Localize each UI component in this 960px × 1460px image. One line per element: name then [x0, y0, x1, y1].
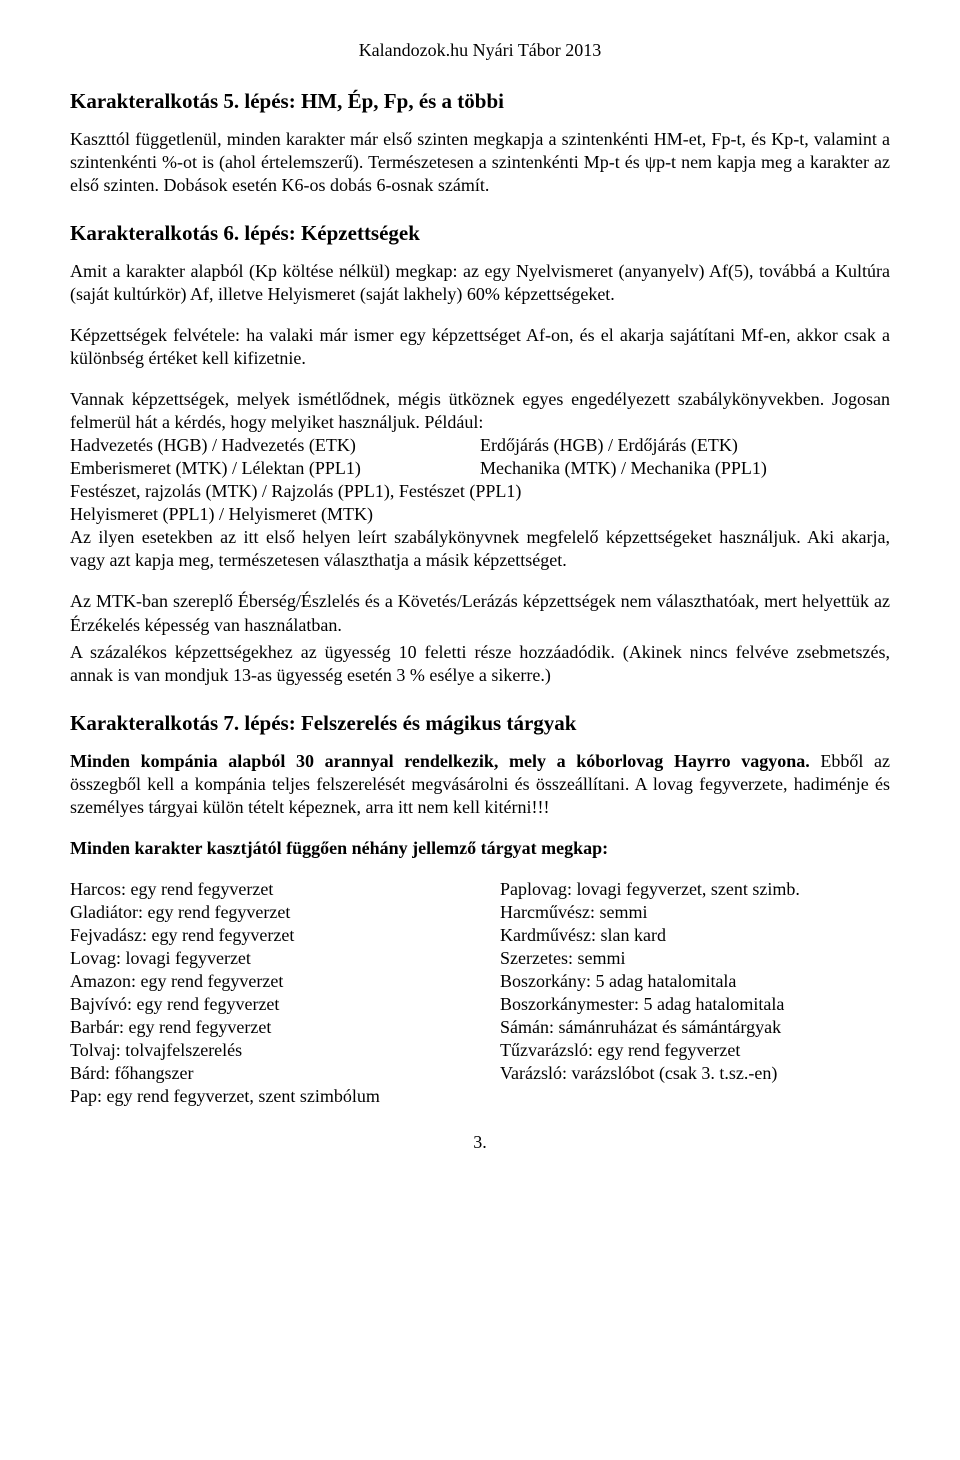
skill-row: Hadvezetés (HGB) / Hadvezetés (ETK) Erdő…	[70, 434, 890, 457]
section-6-title: Karakteralkotás 6. lépés: Képzettségek	[70, 221, 890, 246]
list-item: Amazon: egy rend fegyverzet	[70, 970, 460, 993]
list-item: Harcos: egy rend fegyverzet	[70, 878, 460, 901]
section-7-title: Karakteralkotás 7. lépés: Felszerelés és…	[70, 711, 890, 736]
section-6-p1: Amit a karakter alapból (Kp költése nélk…	[70, 260, 890, 306]
list-item: Bárd: főhangszer	[70, 1062, 460, 1085]
section-7-p3: Minden karakter kasztjától függően néhán…	[70, 837, 890, 860]
page-header: Kalandozok.hu Nyári Tábor 2013	[70, 40, 890, 61]
skill-right: Mechanika (MTK) / Mechanika (PPL1)	[480, 457, 890, 480]
list-item: Bajvívó: egy rend fegyverzet	[70, 993, 460, 1016]
section-6-p3a: Vannak képzettségek, melyek ismétlődnek,…	[70, 388, 890, 434]
equipment-col-right: Paplovag: lovagi fegyverzet, szent szimb…	[500, 878, 890, 1108]
page-container: Kalandozok.hu Nyári Tábor 2013 Karaktera…	[0, 0, 960, 1193]
list-item: Tolvaj: tolvajfelszerelés	[70, 1039, 460, 1062]
equipment-columns: Harcos: egy rend fegyverzet Gladiátor: e…	[70, 878, 890, 1108]
section-7: Karakteralkotás 7. lépés: Felszerelés és…	[70, 711, 890, 1108]
section-6-p5: A százalékos képzettségekhez az ügyesség…	[70, 641, 890, 687]
list-item: Gladiátor: egy rend fegyverzet	[70, 901, 460, 924]
list-item: Pap: egy rend fegyverzet, szent szimbólu…	[70, 1085, 460, 1108]
section-6-p3c: Helyismeret (PPL1) / Helyismeret (MTK)	[70, 503, 890, 526]
list-item: Lovag: lovagi fegyverzet	[70, 947, 460, 970]
list-item: Barbár: egy rend fegyverzet	[70, 1016, 460, 1039]
list-item: Boszorkány: 5 adag hatalomitala	[500, 970, 890, 993]
section-6-skills-block: Vannak képzettségek, melyek ismétlődnek,…	[70, 388, 890, 572]
section-5-p1: Kaszttól függetlenül, minden karakter má…	[70, 128, 890, 197]
list-item: Kardművész: slan kard	[500, 924, 890, 947]
page-number: 3.	[70, 1132, 890, 1153]
section-5: Karakteralkotás 5. lépés: HM, Ép, Fp, és…	[70, 89, 890, 197]
list-item: Fejvadász: egy rend fegyverzet	[70, 924, 460, 947]
section-6-p2: Képzettségek felvétele: ha valaki már is…	[70, 324, 890, 370]
section-6-p3b: Festészet, rajzolás (MTK) / Rajzolás (PP…	[70, 480, 890, 503]
section-6-p3d: Az ilyen esetekben az itt első helyen le…	[70, 526, 890, 572]
section-7-intro: Minden kompánia alapból 30 arannyal rend…	[70, 750, 890, 819]
section-6-p4: Az MTK-ban szereplő Éberség/Észlelés és …	[70, 590, 890, 636]
skill-left: Hadvezetés (HGB) / Hadvezetés (ETK)	[70, 434, 480, 457]
list-item: Boszorkánymester: 5 adag hatalomitala	[500, 993, 890, 1016]
list-item: Tűzvarázsló: egy rend fegyverzet	[500, 1039, 890, 1062]
list-item: Paplovag: lovagi fegyverzet, szent szimb…	[500, 878, 890, 901]
skill-row: Emberismeret (MTK) / Lélektan (PPL1) Mec…	[70, 457, 890, 480]
section-7-p1: Minden kompánia alapból 30 arannyal rend…	[70, 751, 810, 771]
equipment-col-left: Harcos: egy rend fegyverzet Gladiátor: e…	[70, 878, 460, 1108]
skill-left: Emberismeret (MTK) / Lélektan (PPL1)	[70, 457, 480, 480]
skill-right: Erdőjárás (HGB) / Erdőjárás (ETK)	[480, 434, 890, 457]
list-item: Varázsló: varázslóbot (csak 3. t.sz.-en)	[500, 1062, 890, 1085]
list-item: Sámán: sámánruházat és sámántárgyak	[500, 1016, 890, 1039]
section-6: Karakteralkotás 6. lépés: Képzettségek A…	[70, 221, 890, 687]
list-item: Szerzetes: semmi	[500, 947, 890, 970]
list-item: Harcművész: semmi	[500, 901, 890, 924]
section-5-title: Karakteralkotás 5. lépés: HM, Ép, Fp, és…	[70, 89, 890, 114]
